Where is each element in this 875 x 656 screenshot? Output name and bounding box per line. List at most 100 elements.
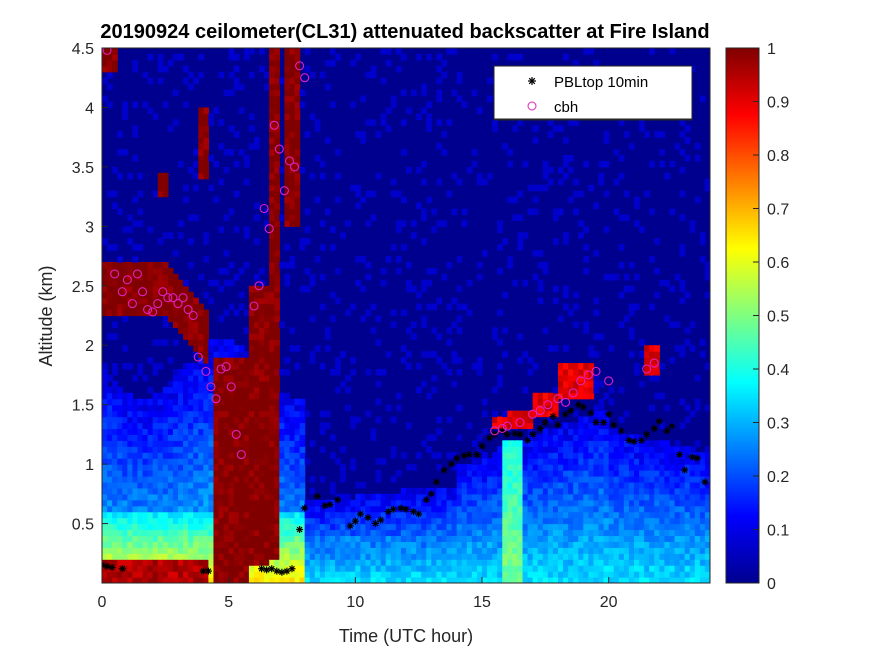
heatmap-cell (456, 511, 463, 519)
heatmap-cell (679, 517, 686, 525)
heatmap-cell (122, 303, 128, 311)
heatmap-cell (289, 446, 296, 453)
heatmap-cell (269, 155, 275, 162)
heatmap-cell (593, 577, 600, 583)
heatmap-cell (598, 398, 605, 406)
heatmap-cell (659, 541, 665, 548)
heatmap-cell (446, 547, 453, 554)
heatmap-cell (243, 481, 250, 489)
heatmap-cell (193, 380, 199, 388)
heatmap-cell (284, 547, 291, 554)
heatmap-cell (279, 416, 285, 424)
heatmap-cell (684, 476, 691, 483)
heatmap-cell (694, 143, 701, 150)
heatmap-cell (274, 333, 280, 340)
heatmap-cell (603, 440, 610, 447)
heatmap-cell (436, 571, 443, 578)
heatmap-cell (254, 476, 260, 483)
heatmap-cell (254, 410, 260, 418)
heatmap-cell (122, 101, 128, 109)
heatmap-cell (274, 297, 280, 305)
heatmap-cell (527, 577, 534, 583)
heatmap-cell (178, 321, 184, 328)
heatmap-cell (573, 487, 579, 495)
heatmap-cell (512, 535, 519, 542)
heatmap-cell (390, 178, 397, 186)
heatmap-cell (426, 577, 432, 583)
heatmap-cell (628, 476, 635, 483)
heatmap-cell (441, 535, 448, 542)
heatmap-cell (117, 458, 123, 465)
heatmap-cell (233, 160, 240, 168)
heatmap-cell (157, 499, 164, 507)
heatmap-cell (218, 398, 225, 406)
heatmap-cell (704, 547, 710, 554)
heatmap-cell (340, 232, 346, 239)
heatmap-cell (649, 160, 655, 168)
heatmap-cell (259, 487, 265, 495)
heatmap-cell (563, 476, 569, 483)
heatmap-cell (243, 357, 250, 364)
pbl-point (549, 413, 557, 421)
heatmap-cell (107, 83, 113, 91)
heatmap-cell (674, 464, 681, 471)
heatmap-cell (274, 422, 280, 430)
heatmap-cell (350, 303, 356, 311)
heatmap-cell (563, 565, 569, 572)
heatmap-cell (704, 481, 710, 489)
heatmap-cell (314, 345, 321, 352)
heatmap-cell (279, 422, 285, 430)
pbl-point (313, 492, 321, 500)
heatmap-cell (198, 327, 204, 334)
heatmap-cell (314, 499, 321, 507)
heatmap-cell (274, 65, 280, 73)
heatmap-cell (497, 380, 503, 388)
heatmap-cell (203, 422, 209, 430)
heatmap-cell (583, 470, 589, 477)
heatmap-cell (284, 523, 291, 531)
heatmap-cell (674, 499, 681, 507)
heatmap-cell (487, 470, 493, 477)
heatmap-cell (183, 386, 189, 394)
heatmap-cell (552, 214, 559, 221)
heatmap-cell (117, 398, 123, 406)
heatmap-cell (117, 392, 123, 400)
heatmap-cell (370, 577, 377, 583)
heatmap-cell (228, 523, 235, 531)
heatmap-cell (497, 565, 503, 572)
heatmap-cell (426, 487, 432, 495)
heatmap-cell (537, 392, 544, 400)
heatmap-cell (269, 262, 275, 269)
heatmap-cell (507, 493, 513, 501)
heatmap-cell (269, 345, 275, 352)
heatmap-cell (127, 398, 133, 406)
heatmap-cell (492, 577, 498, 583)
heatmap-cell (193, 535, 199, 542)
heatmap-cell (395, 553, 402, 560)
heatmap-cell (178, 511, 184, 519)
heatmap-cell (162, 517, 169, 525)
heatmap-cell (112, 363, 118, 370)
heatmap-cell (416, 493, 422, 501)
heatmap-cell (532, 505, 539, 513)
heatmap-cell (542, 446, 549, 453)
heatmap-cell (117, 428, 123, 435)
heatmap-cell (248, 297, 255, 305)
heatmap-cell (583, 464, 589, 471)
heatmap-cell (132, 487, 139, 495)
heatmap-cell (279, 529, 285, 537)
y-axis: 0.511.522.533.544.5 (72, 41, 108, 534)
heatmap-cell (335, 511, 341, 519)
heatmap-cell (284, 481, 291, 489)
heatmap-cell (157, 392, 164, 400)
heatmap-cell (132, 440, 139, 447)
heatmap-cell (355, 511, 361, 519)
heatmap-cell (558, 553, 564, 560)
heatmap-cell (385, 577, 392, 583)
heatmap-cell (238, 541, 245, 548)
heatmap-panel (102, 48, 710, 583)
heatmap-cell (193, 571, 199, 578)
heatmap-cell (284, 178, 291, 186)
heatmap-cell (644, 476, 650, 483)
heatmap-cell (132, 196, 139, 204)
